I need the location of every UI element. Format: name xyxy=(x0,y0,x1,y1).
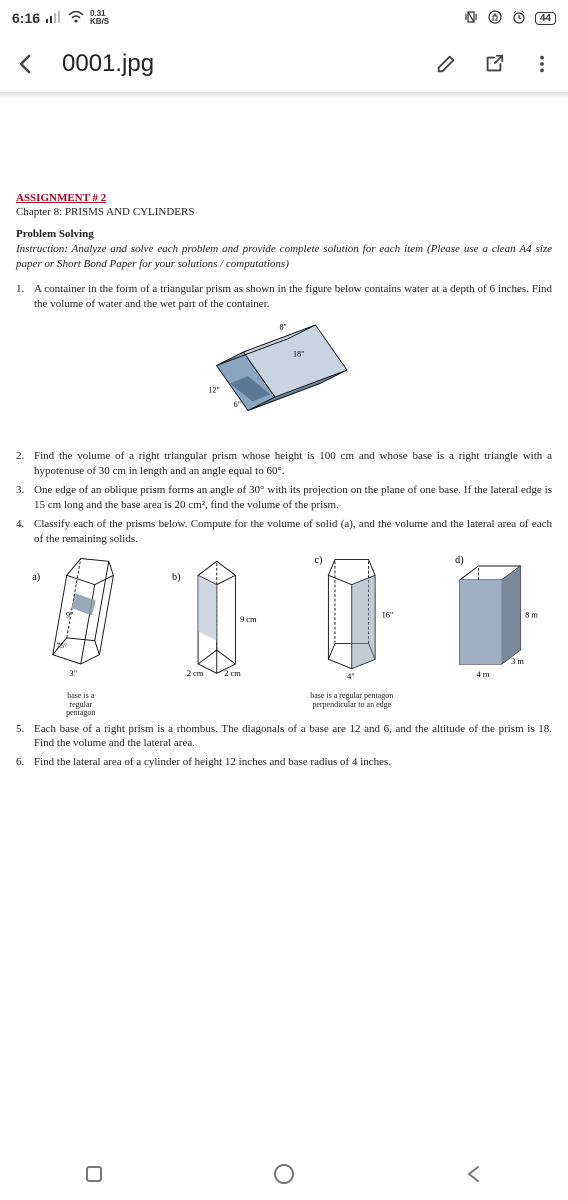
svg-text:12": 12" xyxy=(208,386,219,395)
back-button[interactable] xyxy=(14,52,38,76)
recents-button[interactable] xyxy=(84,1164,104,1189)
svg-text:8 m: 8 m xyxy=(525,611,538,620)
problem-item: Classify each of the prisms below. Compu… xyxy=(16,517,552,547)
chapter-line: Chapter 8: PRISMS AND CYLINDERS xyxy=(16,206,552,218)
svg-text:2 cm: 2 cm xyxy=(186,670,203,679)
prism-a: a) 9" 75° 3" base is aregularpentagon xyxy=(16,552,146,717)
prisms-figure-row: a) 9" 75° 3" base is aregularpentagon xyxy=(16,552,552,717)
section-heading: Problem Solving xyxy=(16,228,552,240)
svg-text:a): a) xyxy=(32,572,40,583)
problem-item: One edge of an oblique prism forms an an… xyxy=(16,483,552,513)
problem-item: Each base of a right prism is a rhombus.… xyxy=(16,722,552,752)
problem-list: A container in the form of a triangular … xyxy=(16,282,552,312)
signal-icon xyxy=(46,10,62,26)
instruction-text: Instruction: Analyze and solve each prob… xyxy=(16,242,552,272)
svg-text:16": 16" xyxy=(382,611,394,620)
svg-text:4": 4" xyxy=(347,672,355,681)
edit-button[interactable] xyxy=(434,52,458,76)
svg-text:4 m: 4 m xyxy=(476,671,489,680)
svg-text:c): c) xyxy=(314,556,322,567)
problem-item: Find the lateral area of a cylinder of h… xyxy=(16,755,552,770)
problem-item: A container in the form of a triangular … xyxy=(16,282,552,312)
prism-b: b) 9 cm 2 cm 2 cm xyxy=(152,552,282,717)
image-viewport[interactable]: ASSIGNMENT # 2 Chapter 8: PRISMS AND CYL… xyxy=(0,92,568,1152)
back-nav-button[interactable] xyxy=(464,1164,484,1189)
svg-text:9 cm: 9 cm xyxy=(240,615,257,624)
svg-text:6": 6" xyxy=(234,400,241,409)
svg-text:18": 18" xyxy=(293,350,304,359)
svg-text:d): d) xyxy=(455,556,464,567)
net-unit: KB/S xyxy=(90,18,109,26)
svg-text:2 cm: 2 cm xyxy=(224,670,241,679)
app-bar: 0001.jpg xyxy=(0,36,568,92)
problem-item: Find the volume of a right triangular pr… xyxy=(16,449,552,479)
file-title: 0001.jpg xyxy=(62,50,410,78)
alarm-icon xyxy=(511,9,527,28)
prism-d: d) 8 m 4 m 3 m xyxy=(423,552,553,717)
document-page: ASSIGNMENT # 2 Chapter 8: PRISMS AND CYL… xyxy=(16,192,552,774)
svg-text:9": 9" xyxy=(66,611,74,620)
open-external-button[interactable] xyxy=(482,52,506,76)
svg-text:3 m: 3 m xyxy=(511,657,524,666)
assignment-title: ASSIGNMENT # 2 xyxy=(16,192,552,204)
clock: 6:16 xyxy=(12,10,40,26)
more-button[interactable] xyxy=(530,52,554,76)
vibrate-icon xyxy=(463,9,479,28)
svg-text:8": 8" xyxy=(280,323,287,332)
problem-list-end: Each base of a right prism is a rhombus.… xyxy=(16,722,552,771)
home-button[interactable] xyxy=(273,1163,295,1190)
wifi-icon xyxy=(68,10,84,26)
svg-text:75°: 75° xyxy=(56,642,66,651)
lock-rotation-icon xyxy=(487,9,503,28)
prism-c: c) 16" 4" base is a regular pentagonperp… xyxy=(287,552,417,717)
system-nav-bar xyxy=(0,1152,568,1200)
status-bar: 6:16 0.31 KB/S 44 xyxy=(0,0,568,36)
svg-text:b): b) xyxy=(171,572,180,583)
svg-text:3": 3" xyxy=(70,670,78,679)
battery-indicator: 44 xyxy=(535,12,556,25)
figure-1: 8" 18" 12" 6" xyxy=(16,319,552,439)
problem-list-cont: Find the volume of a right triangular pr… xyxy=(16,449,552,546)
